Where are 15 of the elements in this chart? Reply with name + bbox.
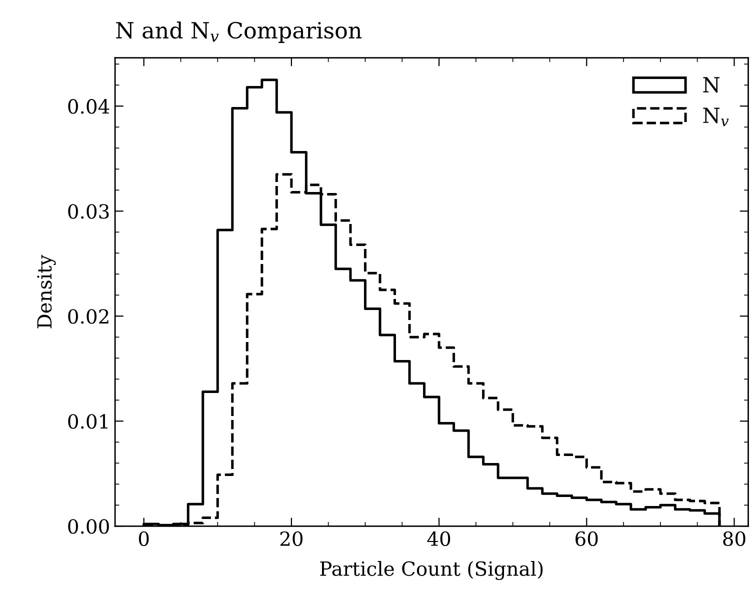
x-tick-label: 20 (280, 531, 303, 546)
y-axis-title: Density (37, 254, 56, 328)
x-tick-label: 0 (138, 531, 149, 546)
legend-label: N (703, 77, 720, 93)
y-tick-label: 0.02 (68, 309, 108, 324)
x-tick-label: 80 (723, 531, 746, 546)
x-tick-label: 60 (576, 531, 598, 546)
y-tick-label: 0.04 (68, 99, 110, 114)
y-tick-label: 0.00 (68, 519, 109, 534)
x-axis-title: Particle Count (Signal) (320, 560, 543, 580)
x-tick-label: 40 (427, 531, 450, 546)
y-tick-label: 0.01 (68, 414, 108, 429)
chart-title: N and N$_{v}$ Comparison (116, 21, 362, 43)
legend-label: N$_{v}$ (703, 108, 729, 126)
y-tick-label: 0.03 (68, 204, 109, 219)
